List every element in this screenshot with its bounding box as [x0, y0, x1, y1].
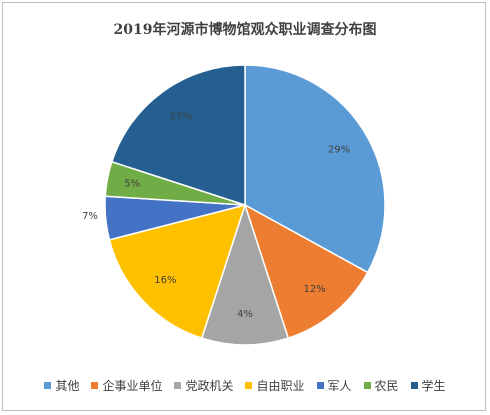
pie-slice-2 — [243, 203, 369, 340]
legend-entry-1: 其他 — [44, 377, 79, 394]
legend-swatch — [410, 382, 418, 389]
legend-entry-3: 党政机关 — [174, 377, 233, 394]
slice-label-4: 16% — [154, 275, 176, 286]
legend-swatch — [363, 382, 371, 389]
pie-slice-4 — [108, 203, 247, 340]
pie-slice-7 — [110, 64, 246, 207]
slice-label-6: 5% — [124, 179, 140, 190]
legend-label: 农民 — [374, 379, 399, 393]
legend-entry-5: 军人 — [316, 377, 352, 394]
slice-label-1: 29% — [328, 144, 350, 155]
pie-slice-3 — [200, 202, 290, 346]
legend-label: 党政机关 — [185, 379, 234, 393]
legend-swatch — [316, 382, 324, 389]
legend-entry-7: 学生 — [410, 377, 446, 394]
legend-label: 军人 — [327, 379, 352, 393]
legend-swatch — [91, 382, 99, 389]
legend-label: 其他 — [55, 379, 80, 393]
slice-label-5: 7% — [82, 211, 98, 222]
chart-title: 2019年河源市博物馆观众职业调查分布图 — [113, 22, 377, 38]
slice-label-2: 12% — [303, 284, 325, 295]
legend-swatch — [245, 382, 253, 389]
legend-entry-2: 企事业单位 — [91, 377, 162, 394]
legend-label: 学生 — [421, 379, 446, 393]
slice-label-7: 27% — [170, 112, 192, 123]
legend-swatch — [44, 382, 52, 389]
legend-label: 企事业单位 — [102, 379, 163, 393]
legend-entry-4: 自由职业 — [245, 377, 305, 394]
legend-entry-6: 农民 — [363, 377, 399, 394]
legend-label: 自由职业 — [256, 379, 305, 393]
chart-legend: 其他 企事业单位 党政机关 自由职业 军人 农民 学生 — [0, 377, 490, 394]
slice-label-3: 4% — [237, 309, 253, 320]
legend-swatch — [174, 382, 182, 389]
pie-slice-1 — [244, 64, 386, 274]
